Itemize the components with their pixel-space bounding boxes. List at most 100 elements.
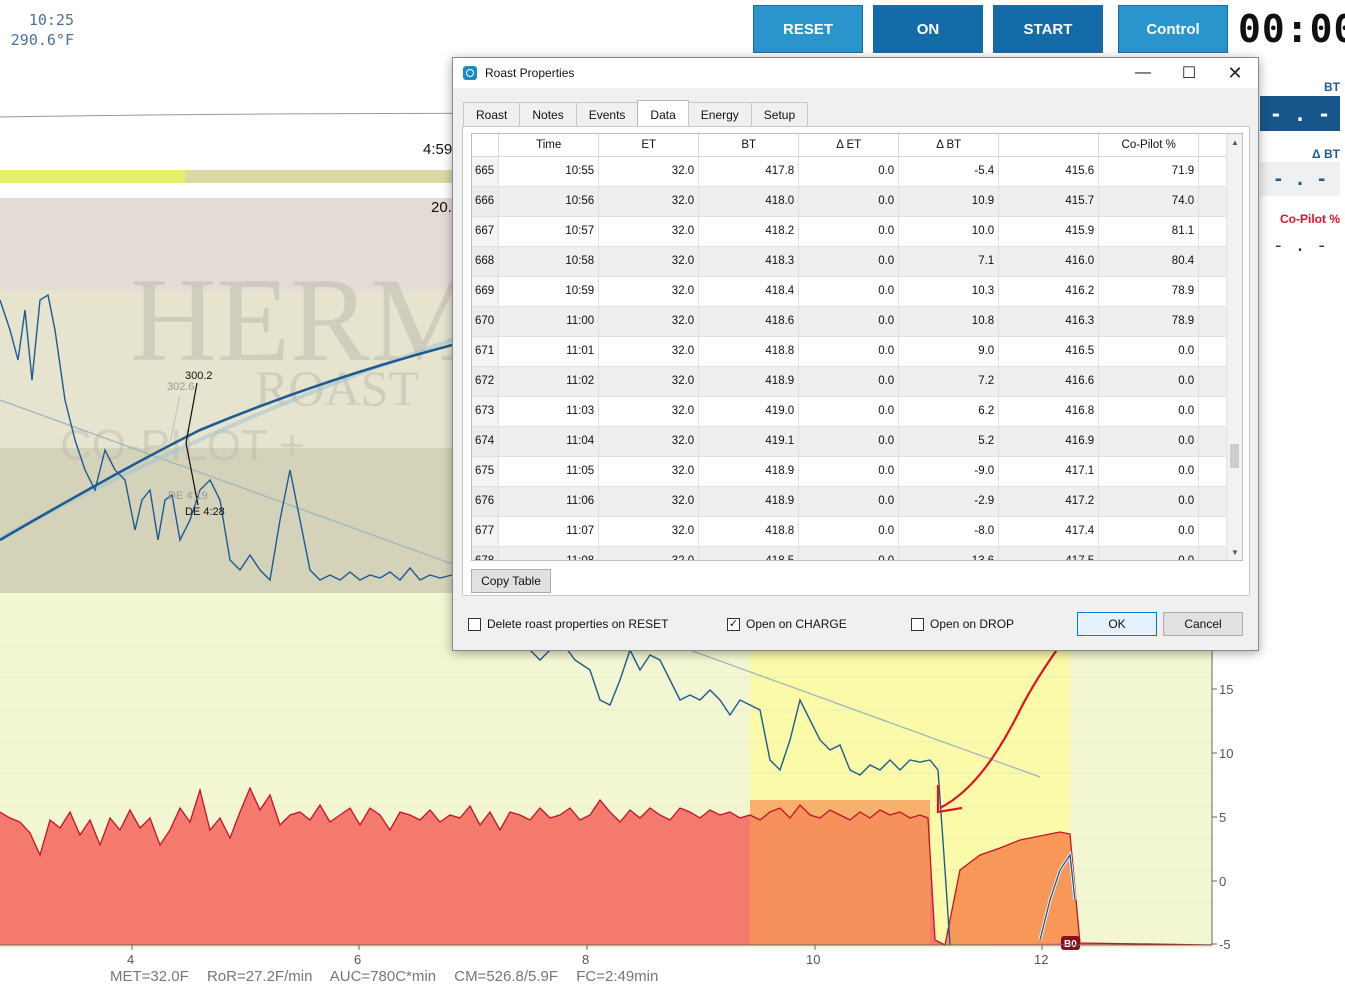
table-row[interactable]: 677 11:07 32.0 418.8 0.0 -8.0 417.4 0.0 bbox=[472, 516, 1229, 547]
table-cell[interactable]: 10:59 bbox=[498, 276, 600, 307]
table-cell[interactable]: 0.0 bbox=[798, 306, 900, 337]
table-cell[interactable]: 32.0 bbox=[598, 426, 700, 457]
table-row[interactable]: 678 11:08 32.0 418.5 0.0 -13.6 417.5 0.0 bbox=[472, 546, 1229, 560]
table-cell[interactable]: 11:01 bbox=[498, 336, 600, 367]
table-cell[interactable]: 416.3 bbox=[998, 306, 1100, 337]
control-button[interactable]: Control bbox=[1118, 5, 1228, 53]
table-row[interactable]: 673 11:03 32.0 419.0 0.0 6.2 416.8 0.0 bbox=[472, 396, 1229, 427]
table-cell[interactable]: 10.3 bbox=[898, 276, 1000, 307]
table-cell[interactable]: 0.0 bbox=[1098, 546, 1200, 560]
table-cell[interactable]: 0.0 bbox=[798, 396, 900, 427]
table-cell[interactable]: 0.0 bbox=[1098, 366, 1200, 397]
table-cell[interactable]: 416.8 bbox=[998, 396, 1100, 427]
header-et[interactable]: ET bbox=[598, 134, 700, 157]
table-cell[interactable]: 11:03 bbox=[498, 396, 600, 427]
table-cell[interactable]: 418.2 bbox=[698, 216, 800, 247]
table-cell[interactable]: 0.0 bbox=[1098, 456, 1200, 487]
table-cell[interactable]: 419.0 bbox=[698, 396, 800, 427]
table-cell[interactable]: 11:08 bbox=[498, 546, 600, 560]
table-row[interactable]: 675 11:05 32.0 418.9 0.0 -9.0 417.1 0.0 bbox=[472, 456, 1229, 487]
table-row[interactable]: 670 11:00 32.0 418.6 0.0 10.8 416.3 78.9 bbox=[472, 306, 1229, 337]
table-row[interactable]: 676 11:06 32.0 418.9 0.0 -2.9 417.2 0.0 bbox=[472, 486, 1229, 517]
table-cell[interactable]: 0.0 bbox=[1098, 426, 1200, 457]
ok-button[interactable]: OK bbox=[1077, 612, 1157, 636]
table-row[interactable]: 666 10:56 32.0 418.0 0.0 10.9 415.7 74.0 bbox=[472, 186, 1229, 217]
reset-button[interactable]: RESET bbox=[753, 5, 863, 53]
table-cell[interactable]: 80.4 bbox=[1098, 246, 1200, 277]
table-scrollbar[interactable]: ▲ ▼ bbox=[1226, 134, 1242, 560]
table-row[interactable]: 669 10:59 32.0 418.4 0.0 10.3 416.2 78.9 bbox=[472, 276, 1229, 307]
copy-table-button[interactable]: Copy Table bbox=[471, 569, 551, 593]
tab-setup[interactable]: Setup bbox=[750, 102, 809, 127]
checkbox-box[interactable] bbox=[468, 617, 481, 631]
row-number[interactable]: 665 bbox=[472, 156, 500, 187]
row-number[interactable]: 670 bbox=[472, 306, 500, 337]
table-cell[interactable]: 10.8 bbox=[898, 306, 1000, 337]
header-copilot[interactable]: Co-Pilot % bbox=[1098, 134, 1200, 157]
cancel-button[interactable]: Cancel bbox=[1163, 612, 1243, 636]
table-cell[interactable]: 416.0 bbox=[998, 246, 1100, 277]
checkbox-box-checked[interactable]: ✓ bbox=[727, 617, 740, 631]
table-cell[interactable]: 416.2 bbox=[998, 276, 1100, 307]
table-cell[interactable]: 7.2 bbox=[898, 366, 1000, 397]
row-number[interactable]: 678 bbox=[472, 546, 500, 560]
table-cell[interactable]: 11:06 bbox=[498, 486, 600, 517]
table-cell[interactable]: 418.4 bbox=[698, 276, 800, 307]
delete-on-reset-checkbox[interactable]: Delete roast properties on RESET bbox=[468, 617, 668, 631]
table-row[interactable]: 671 11:01 32.0 418.8 0.0 9.0 416.5 0.0 bbox=[472, 336, 1229, 367]
table-cell[interactable]: -5.4 bbox=[898, 156, 1000, 187]
table-cell[interactable]: 0.0 bbox=[798, 156, 900, 187]
header-delta-et[interactable]: Δ ET bbox=[798, 134, 900, 157]
table-cell[interactable]: 418.0 bbox=[698, 186, 800, 217]
header-bt[interactable]: BT bbox=[698, 134, 800, 157]
row-number[interactable]: 677 bbox=[472, 516, 500, 547]
table-cell[interactable]: 417.4 bbox=[998, 516, 1100, 547]
table-cell[interactable]: 32.0 bbox=[598, 366, 700, 397]
table-cell[interactable]: 11:02 bbox=[498, 366, 600, 397]
row-number[interactable]: 675 bbox=[472, 456, 500, 487]
table-cell[interactable]: 418.3 bbox=[698, 246, 800, 277]
start-button[interactable]: START bbox=[993, 5, 1103, 53]
table-cell[interactable]: 415.9 bbox=[998, 216, 1100, 247]
tab-energy[interactable]: Energy bbox=[687, 102, 752, 127]
table-cell[interactable]: 78.9 bbox=[1098, 276, 1200, 307]
table-cell[interactable]: 32.0 bbox=[598, 276, 700, 307]
table-cell[interactable]: 0.0 bbox=[1098, 516, 1200, 547]
table-cell[interactable]: 0.0 bbox=[798, 366, 900, 397]
table-cell[interactable]: 415.6 bbox=[998, 156, 1100, 187]
table-cell[interactable]: 0.0 bbox=[798, 426, 900, 457]
table-cell[interactable]: 417.2 bbox=[998, 486, 1100, 517]
table-cell[interactable]: 32.0 bbox=[598, 396, 700, 427]
table-row[interactable]: 665 10:55 32.0 417.8 0.0 -5.4 415.6 71.9 bbox=[472, 156, 1229, 187]
table-cell[interactable]: 0.0 bbox=[798, 216, 900, 247]
table-cell[interactable]: 0.0 bbox=[1098, 336, 1200, 367]
row-number[interactable]: 669 bbox=[472, 276, 500, 307]
table-cell[interactable]: 417.5 bbox=[998, 546, 1100, 560]
row-number[interactable]: 671 bbox=[472, 336, 500, 367]
table-cell[interactable]: 11:00 bbox=[498, 306, 600, 337]
table-cell[interactable]: 32.0 bbox=[598, 306, 700, 337]
row-number[interactable]: 668 bbox=[472, 246, 500, 277]
row-number[interactable]: 674 bbox=[472, 426, 500, 457]
table-cell[interactable]: 415.7 bbox=[998, 186, 1100, 217]
maximize-icon[interactable]: ☐ bbox=[1181, 65, 1197, 82]
table-cell[interactable]: 418.6 bbox=[698, 306, 800, 337]
table-cell[interactable]: 0.0 bbox=[1098, 486, 1200, 517]
table-cell[interactable]: 417.8 bbox=[698, 156, 800, 187]
table-cell[interactable]: 32.0 bbox=[598, 516, 700, 547]
table-cell[interactable]: 5.2 bbox=[898, 426, 1000, 457]
table-cell[interactable]: 418.9 bbox=[698, 456, 800, 487]
tab-roast[interactable]: Roast bbox=[463, 102, 521, 127]
table-cell[interactable]: 11:04 bbox=[498, 426, 600, 457]
table-cell[interactable]: 32.0 bbox=[598, 546, 700, 560]
table-cell[interactable]: 0.0 bbox=[798, 186, 900, 217]
table-cell[interactable]: 10.9 bbox=[898, 186, 1000, 217]
table-cell[interactable]: 32.0 bbox=[598, 186, 700, 217]
row-number[interactable]: 672 bbox=[472, 366, 500, 397]
table-cell[interactable]: 417.1 bbox=[998, 456, 1100, 487]
close-icon[interactable]: ✕ bbox=[1227, 62, 1243, 83]
table-cell[interactable]: 10.0 bbox=[898, 216, 1000, 247]
tab-events[interactable]: Events bbox=[575, 102, 639, 127]
header-blank[interactable] bbox=[998, 134, 1100, 157]
table-row[interactable]: 667 10:57 32.0 418.2 0.0 10.0 415.9 81.1 bbox=[472, 216, 1229, 247]
